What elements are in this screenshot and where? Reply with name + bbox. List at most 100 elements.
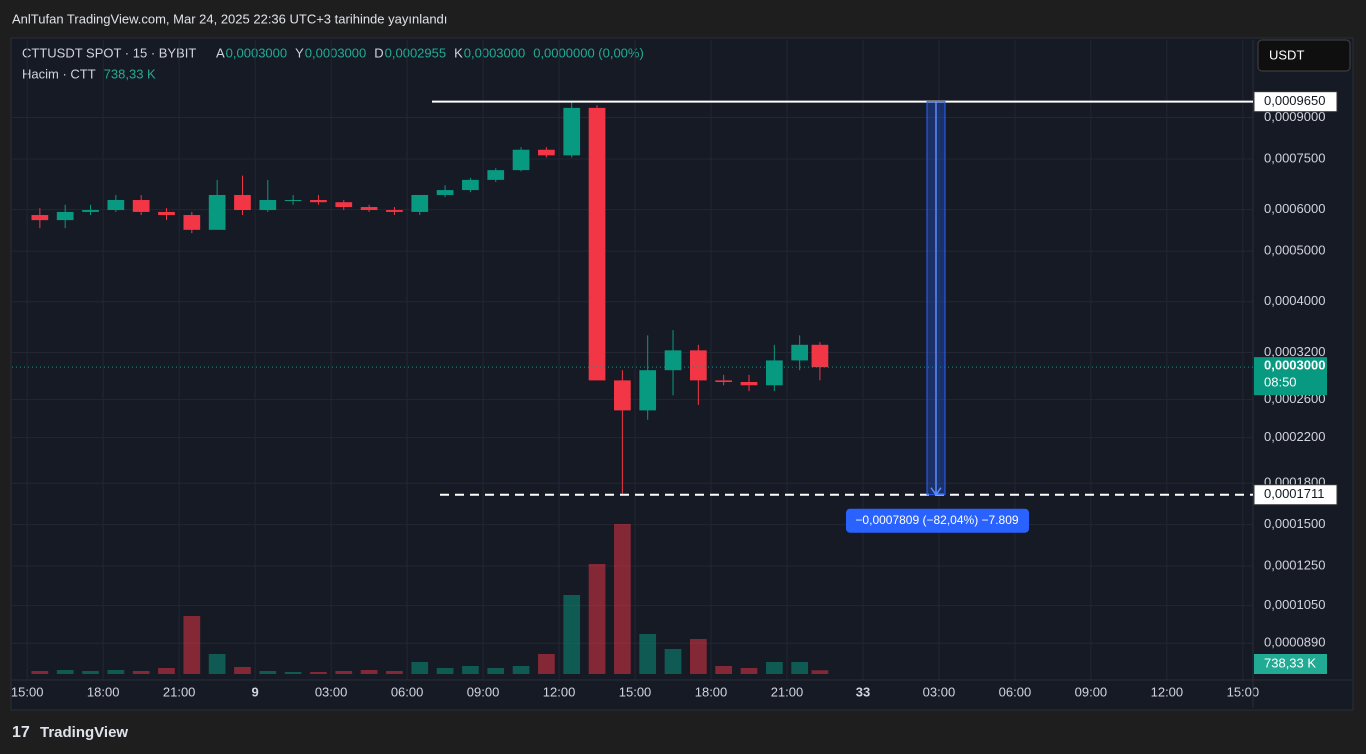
candle-body — [158, 211, 175, 216]
candle-body — [715, 380, 733, 383]
candle-body — [31, 215, 49, 221]
currency-label[interactable]: USDT — [1269, 47, 1304, 62]
candle-body — [259, 200, 277, 211]
volume-bar — [386, 671, 403, 674]
y-tick-label: 0,0001500 — [1264, 516, 1325, 531]
publisher: AnlTufan TradingView.com, Mar 24, 2025 2… — [12, 11, 447, 26]
x-tick-label: 9 — [252, 684, 259, 699]
candle-body — [791, 344, 809, 361]
measure-arrowhead — [930, 487, 942, 497]
ohlc-value: 0,0003000 — [226, 45, 287, 60]
ohlc-value: 0,0003000 — [464, 45, 525, 60]
candle-body — [107, 200, 125, 211]
candle-body — [462, 179, 479, 191]
y-tick-label: 0,0001050 — [1264, 597, 1325, 612]
x-tick-label: 06:00 — [999, 684, 1032, 699]
volume-bar — [31, 671, 49, 674]
measure-label: −0,0007809 (−82,04%) −7.809 — [855, 513, 1018, 527]
volume-tag — [1254, 654, 1327, 674]
volume-bar — [284, 672, 302, 674]
price-tag-label: 0,0001711 — [1264, 486, 1325, 501]
candle-body — [563, 107, 581, 156]
price-tag — [1253, 91, 1338, 113]
y-tick-label: 0,0007500 — [1264, 150, 1325, 165]
x-tick-label: 18:00 — [87, 684, 120, 699]
candle-body — [487, 170, 505, 180]
x-tick-label: 12:00 — [543, 684, 576, 699]
volume-bar — [411, 662, 429, 674]
volume-bar — [234, 667, 251, 674]
y-tick-label: 0,0002200 — [1264, 429, 1325, 444]
volume-bar — [639, 634, 657, 674]
candle-body — [436, 190, 454, 195]
x-tick-label: 15:00 — [11, 684, 44, 699]
volume-tag-label: 738,33 K — [1264, 655, 1316, 670]
volume-bar — [436, 668, 454, 674]
volume-bar — [487, 668, 505, 674]
candle-body — [284, 200, 302, 202]
x-tick-label: 15:00 — [1227, 684, 1260, 699]
countdown: 08:50 — [1264, 375, 1297, 390]
volume-bar — [765, 662, 783, 674]
price-tag-label: 0,0009650 — [1264, 93, 1325, 108]
volume-bar — [158, 668, 175, 674]
last-price-tag — [1254, 357, 1327, 396]
x-tick-label: 09:00 — [1075, 684, 1108, 699]
measure-box — [846, 508, 1029, 533]
chart-panel — [10, 37, 1354, 711]
symbol: CTTUSDT SPOT · 15 · BYBIT — [22, 45, 196, 60]
y-tick-label: 0,0004000 — [1264, 293, 1325, 308]
x-tick-label: 18:00 — [695, 684, 728, 699]
volume-bar — [512, 666, 530, 674]
volume-bar — [132, 671, 150, 674]
x-tick-label: 06:00 — [391, 684, 424, 699]
volume-bar — [664, 649, 682, 674]
x-tick-label: 21:00 — [771, 684, 804, 699]
volume-bar — [811, 670, 829, 674]
volume-legend-value: 738,33 K — [104, 66, 156, 81]
volume-bar — [689, 639, 707, 674]
volume-bar — [538, 654, 555, 674]
x-tick-label: 03:00 — [923, 684, 956, 699]
y-tick-label: 0,0000890 — [1264, 635, 1325, 650]
candle-body — [588, 107, 606, 381]
volume-bar — [183, 616, 201, 674]
candle-body — [310, 200, 327, 203]
volume-bar — [82, 671, 99, 674]
x-tick-label: 12:00 — [1151, 684, 1184, 699]
volume-bar — [259, 671, 277, 674]
volume-bar — [740, 668, 758, 674]
ohlc-key: Y — [295, 45, 304, 60]
ohlc-key: K — [454, 45, 463, 60]
ohlc-key: D — [374, 45, 383, 60]
candle-body — [208, 194, 226, 230]
volume-legend: Hacim · CTT — [22, 66, 96, 81]
volume-bar — [715, 666, 733, 674]
price-tag — [1253, 484, 1338, 506]
brand: TradingView — [40, 724, 128, 741]
volume-bar — [208, 654, 226, 674]
x-tick-label: 03:00 — [315, 684, 348, 699]
candle-body — [82, 210, 99, 212]
x-tick-label: 21:00 — [163, 684, 196, 699]
candle-body — [411, 194, 429, 212]
volume-bar — [360, 670, 378, 674]
currency-button[interactable] — [1257, 39, 1351, 72]
volume-bar — [614, 524, 631, 674]
volume-bar — [563, 595, 581, 674]
brand-logo: 17 — [12, 724, 30, 741]
candle-body — [811, 344, 829, 368]
candle-body — [360, 207, 378, 211]
candle-body — [765, 360, 783, 386]
volume-bar — [107, 670, 125, 674]
volume-bar — [791, 662, 809, 674]
change: 0,0000000 (0,00%) — [533, 45, 644, 60]
candle-body — [183, 215, 201, 230]
candle-body — [386, 210, 403, 212]
volume-bar — [462, 666, 479, 674]
candle-body — [132, 200, 150, 212]
candle-body — [234, 194, 251, 211]
volume-bar — [335, 671, 353, 674]
